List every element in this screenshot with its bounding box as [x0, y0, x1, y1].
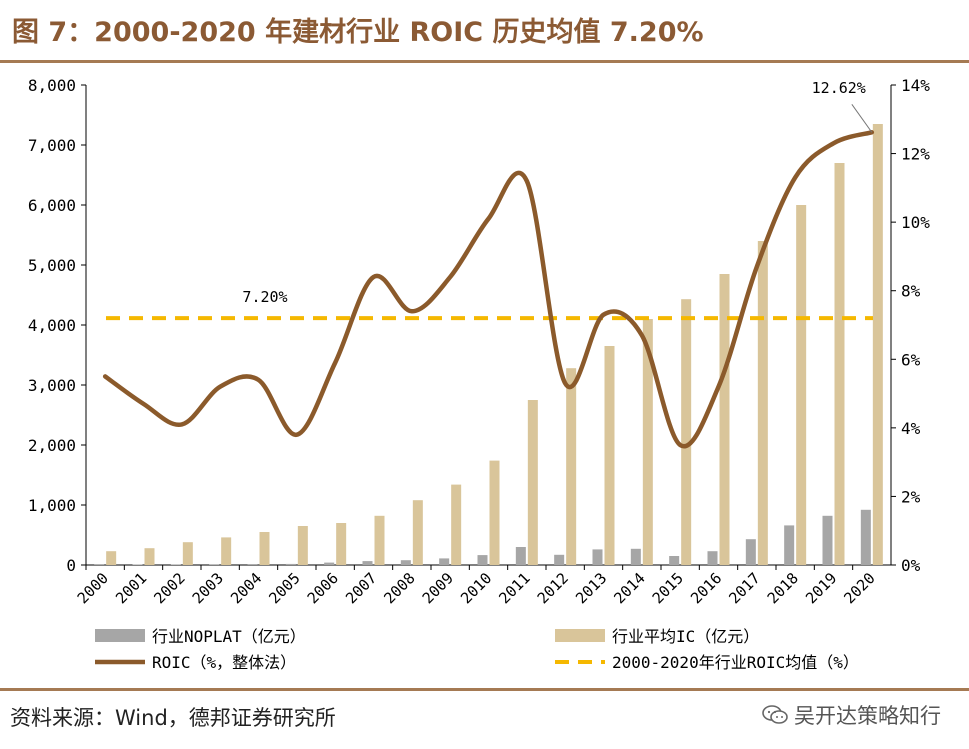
x-tick-label: 2005	[265, 569, 303, 607]
legend-swatch-nopat	[95, 629, 145, 642]
roic-combo-chart: 0 1,000 2,000 3,000 4,000 5,000 6,000 7,000 8,00…	[28, 76, 930, 672]
right-tick-label: 12%	[901, 145, 930, 164]
x-tick-label: 2012	[534, 569, 572, 607]
title-rule	[0, 60, 969, 63]
wechat-icon	[762, 705, 788, 724]
nopat-bar	[630, 548, 641, 565]
x-tick-label: 2020	[840, 569, 878, 607]
x-tick-label: 2008	[380, 569, 418, 607]
ic-bar	[604, 346, 615, 565]
left-tick-label: 0	[66, 556, 76, 575]
x-tick-label: 2014	[610, 569, 648, 607]
x-tick-label: 2000	[74, 569, 112, 607]
ic-bar	[297, 526, 308, 565]
avg-roic-label: 7.20%	[242, 288, 287, 306]
last-value-leader	[851, 104, 873, 133]
legend-label-ic: 行业平均IC（亿元）	[612, 627, 759, 646]
left-tick-label: 3,000	[28, 376, 76, 395]
nopat-bar	[554, 554, 565, 565]
roic-line	[102, 130, 875, 449]
ic-bar	[221, 537, 232, 565]
legend-label-avg: 2000-2020年行业ROIC均值（%）	[612, 653, 859, 672]
legend-label-roic: ROIC（%，整体法）	[152, 653, 296, 672]
ic-bar	[872, 124, 883, 565]
x-tick-label: 2004	[227, 569, 265, 607]
nopat-bar	[515, 547, 526, 565]
x-tick-label: 2019	[802, 569, 840, 607]
x-tick-label: 2017	[725, 569, 763, 607]
ic-bar	[719, 274, 730, 565]
ic-bar	[566, 368, 577, 565]
ic-bar	[412, 500, 423, 565]
nopat-bar	[209, 564, 220, 565]
ic-bar	[336, 523, 347, 565]
x-tick-label: 2006	[304, 569, 342, 607]
nopat-bar	[439, 558, 450, 565]
right-tick-label: 6%	[901, 350, 921, 369]
x-tick-label: 2010	[457, 569, 495, 607]
ic-bar	[757, 241, 768, 565]
ic-bar	[527, 400, 538, 565]
nopat-bar	[592, 549, 603, 565]
ic-bar	[642, 319, 653, 565]
x-tick-label: 2013	[572, 569, 610, 607]
right-tick-label: 0%	[901, 556, 921, 575]
ic-bar	[182, 542, 193, 565]
x-tick-label: 2007	[342, 569, 380, 607]
ic-bar	[681, 299, 692, 565]
ic-bar	[374, 515, 385, 565]
x-tick-label: 2001	[112, 569, 150, 607]
left-tick-label: 2,000	[28, 436, 76, 455]
nopat-bar	[170, 564, 181, 565]
x-tick-label: 2011	[495, 569, 533, 607]
source-note: 资料来源：Wind，德邦证券研究所	[10, 706, 336, 730]
ic-bar	[489, 460, 500, 565]
footer-rule	[0, 688, 969, 691]
legend-label-nopat: 行业NOPLAT（亿元）	[152, 627, 306, 646]
nopat-bar	[784, 525, 795, 565]
left-tick-label: 7,000	[28, 136, 76, 155]
ic-bar	[796, 205, 807, 565]
left-tick-label: 5,000	[28, 256, 76, 275]
right-tick-label: 8%	[901, 282, 921, 301]
ic-bar	[834, 163, 845, 565]
nopat-bar	[400, 560, 411, 565]
right-tick-label: 10%	[901, 213, 930, 232]
x-tick-label: 2016	[687, 569, 725, 607]
ic-bar	[451, 484, 462, 565]
legend-swatch-ic	[555, 629, 605, 642]
nopat-bar	[822, 515, 833, 565]
nopat-bar	[477, 555, 488, 565]
nopat-bar	[669, 556, 680, 565]
ic-bar	[144, 548, 155, 565]
right-tick-label: 14%	[901, 76, 930, 95]
x-tick-label: 2002	[150, 569, 188, 607]
last-value-label: 12.62%	[812, 79, 866, 97]
watermark-text: 吴开达策略知行	[794, 704, 941, 728]
x-tick-label: 2015	[649, 569, 687, 607]
nopat-bar	[745, 539, 756, 565]
watermark: 吴开达策略知行	[762, 700, 941, 730]
ic-bar	[106, 551, 117, 565]
left-tick-label: 4,000	[28, 316, 76, 335]
left-tick-label: 1,000	[28, 496, 76, 515]
nopat-bar	[860, 509, 871, 565]
x-tick-label: 2003	[189, 569, 227, 607]
nopat-bar	[285, 563, 296, 565]
chart-title: 图 7：2000-2020 年建材行业 ROIC 历史均值 7.20%	[12, 17, 704, 48]
nopat-bar	[707, 551, 718, 565]
nopat-bar	[362, 561, 373, 565]
left-tick-label: 6,000	[28, 196, 76, 215]
nopat-bar	[324, 562, 335, 565]
x-tick-label: 2018	[764, 569, 802, 607]
x-tick-label: 2009	[419, 569, 457, 607]
left-tick-label: 8,000	[28, 76, 76, 95]
nopat-bar	[247, 564, 258, 565]
right-tick-label: 2%	[901, 487, 921, 506]
ic-bar	[259, 532, 270, 565]
right-tick-label: 4%	[901, 419, 921, 438]
